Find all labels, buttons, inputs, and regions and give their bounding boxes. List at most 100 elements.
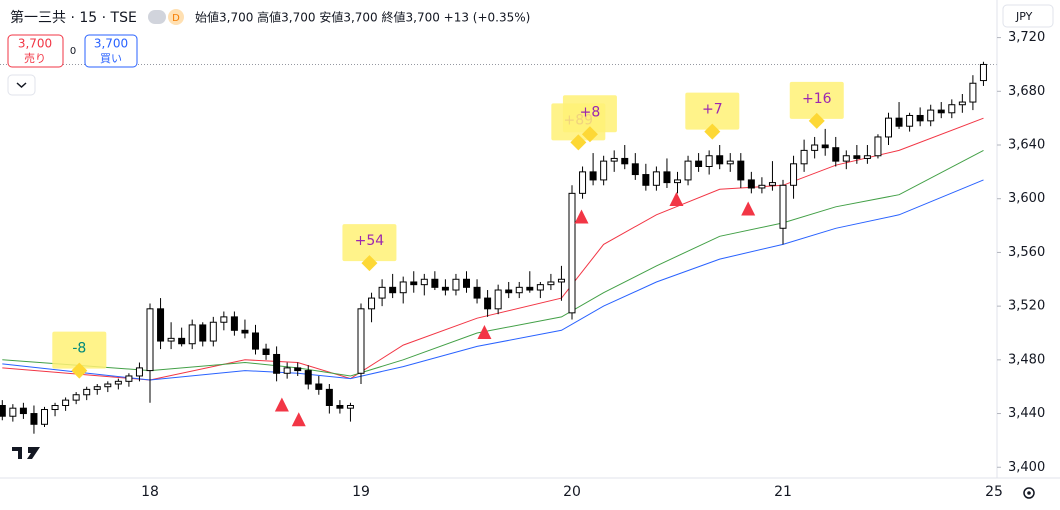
candle-body <box>441 286 449 291</box>
candle-body <box>0 404 6 417</box>
annotation-marker <box>808 112 825 129</box>
y-tick-label: 3,560 <box>1008 245 1045 260</box>
annotation-marker <box>71 362 88 379</box>
candle-body <box>494 289 502 310</box>
symbol[interactable]: 第一三共 · 15 · TSE <box>10 9 137 26</box>
candle-body <box>294 367 302 372</box>
candle-body <box>863 155 871 159</box>
candle-body <box>167 337 175 342</box>
buy-label: 買い <box>100 52 122 65</box>
x-tick-label: 19 <box>352 484 370 500</box>
candle-body <box>304 370 312 385</box>
candle-body <box>452 278 460 291</box>
candle-body <box>547 281 555 286</box>
candle-body <box>209 321 217 342</box>
axes: 3,400 3,440 3,480 3,520 3,560 3,600 3,640 3,680… <box>141 30 1045 500</box>
collapse-button[interactable] <box>7 74 36 96</box>
settings-button[interactable] <box>1023 487 1035 499</box>
candle-body <box>252 332 259 350</box>
signal <box>274 397 289 412</box>
candle-body <box>579 171 587 194</box>
candle-body <box>410 281 418 286</box>
toggle[interactable] <box>148 10 166 24</box>
buy-button[interactable] <box>84 34 138 68</box>
candle-body <box>726 160 734 165</box>
buy-price: 3,700 <box>94 37 128 51</box>
candle-body <box>484 297 492 310</box>
candle-body <box>885 117 892 138</box>
x-tick-label: 21 <box>774 484 792 500</box>
candle-body <box>800 149 808 165</box>
signal <box>291 412 306 427</box>
candle-body <box>188 324 196 345</box>
candle-body <box>526 286 534 291</box>
candle-body <box>199 324 207 342</box>
candle-body <box>72 394 80 401</box>
candle-body <box>505 289 513 294</box>
candle-body <box>832 147 840 162</box>
candle-body <box>93 386 101 390</box>
candle-body <box>589 171 597 181</box>
candle-body <box>178 337 186 345</box>
annotation-marker <box>361 255 378 272</box>
candle-body <box>758 184 766 189</box>
candle-body <box>674 179 681 184</box>
annotation-marker <box>581 126 598 143</box>
x-tick-label: 25 <box>985 484 1003 500</box>
candle-body <box>368 297 376 310</box>
candle-body <box>241 329 249 334</box>
candle-body <box>346 404 354 409</box>
candle-body <box>969 82 977 103</box>
candle-body <box>916 114 924 122</box>
candle-body <box>695 160 703 167</box>
candle-body <box>51 404 59 411</box>
ohlc-legend: 始値3,700 高値3,700 安値3,700 終値3,700 +13 (+0.… <box>195 10 530 25</box>
annotation-box <box>789 81 844 119</box>
candle-body <box>937 109 945 114</box>
annotation-label: +8 <box>580 104 601 120</box>
candle-body <box>821 144 829 149</box>
spread: 0 <box>70 46 76 57</box>
candle-body <box>768 182 776 186</box>
candle-body <box>779 184 787 229</box>
candle-body <box>948 104 956 114</box>
candle-body <box>389 286 397 294</box>
annotation-box <box>52 331 107 369</box>
candle-body <box>958 101 966 106</box>
sell-button[interactable] <box>7 34 64 68</box>
annotation-label: +16 <box>802 91 832 107</box>
candle-body <box>336 404 344 409</box>
candle-body <box>262 348 270 355</box>
candle-body <box>315 383 323 390</box>
candle-body <box>431 278 439 288</box>
candle-body <box>515 286 523 294</box>
candle-body <box>684 160 692 181</box>
candle-body <box>621 157 629 165</box>
candle-body <box>9 407 17 417</box>
currency-button[interactable] <box>1002 4 1054 28</box>
candle-body <box>663 171 671 184</box>
candle-body <box>600 160 608 181</box>
candle-body <box>737 160 745 181</box>
y-tick-label: 3,600 <box>1008 191 1045 206</box>
candle-body <box>378 286 386 299</box>
currency: JPY <box>1015 10 1033 23</box>
signal <box>669 192 684 207</box>
candle-body <box>811 144 819 151</box>
candle-body <box>568 192 576 314</box>
candle-body <box>273 353 281 374</box>
candle-body <box>853 155 861 159</box>
candle-body <box>716 155 724 165</box>
candle-body <box>610 157 618 162</box>
candle-body <box>557 278 565 283</box>
badge <box>168 9 184 25</box>
candle-body <box>979 63 987 82</box>
candle-body <box>135 367 143 377</box>
candle-body <box>536 284 544 291</box>
y-tick-label: 3,520 <box>1008 299 1045 314</box>
signal <box>741 201 756 216</box>
annotation-box <box>342 224 397 262</box>
candle-body <box>842 155 850 162</box>
